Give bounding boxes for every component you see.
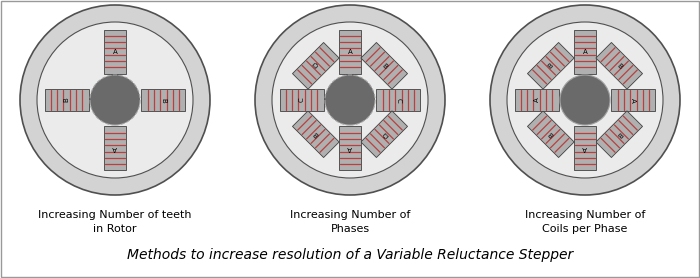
Text: A: A (113, 145, 118, 151)
Polygon shape (574, 126, 596, 170)
Text: Increasing Number of
Coils per Phase: Increasing Number of Coils per Phase (525, 210, 645, 234)
Circle shape (490, 5, 680, 195)
Circle shape (37, 22, 193, 178)
Text: A: A (348, 145, 352, 151)
Text: B: B (380, 62, 388, 70)
Text: B: B (547, 62, 554, 70)
Polygon shape (574, 30, 596, 74)
Polygon shape (339, 30, 361, 74)
Circle shape (325, 75, 375, 125)
Circle shape (90, 75, 140, 125)
Text: D: D (312, 62, 320, 70)
Text: Increasing Number of
Phases: Increasing Number of Phases (290, 210, 410, 234)
Text: B: B (312, 130, 320, 138)
Text: A: A (533, 98, 540, 102)
Polygon shape (293, 43, 339, 89)
Polygon shape (361, 43, 407, 89)
Polygon shape (45, 89, 89, 111)
Text: B: B (64, 98, 69, 102)
Circle shape (272, 22, 428, 178)
Text: Increasing Number of teeth
in Rotor: Increasing Number of teeth in Rotor (38, 210, 192, 234)
Text: B: B (615, 62, 623, 70)
Text: A: A (348, 49, 352, 55)
Polygon shape (293, 111, 339, 158)
Polygon shape (377, 89, 421, 111)
Circle shape (255, 5, 445, 195)
Text: A: A (582, 145, 587, 151)
Text: A: A (113, 49, 118, 55)
Circle shape (20, 5, 210, 195)
Polygon shape (339, 126, 361, 170)
Polygon shape (611, 89, 655, 111)
Text: Methods to increase resolution of a Variable Reluctance Stepper: Methods to increase resolution of a Vari… (127, 248, 573, 262)
Text: A: A (631, 98, 636, 102)
Text: B: B (160, 98, 167, 102)
Polygon shape (528, 111, 574, 158)
Polygon shape (528, 43, 574, 89)
Circle shape (507, 22, 663, 178)
Text: B: B (547, 130, 554, 138)
Text: D: D (380, 130, 389, 138)
Polygon shape (279, 89, 323, 111)
Polygon shape (514, 89, 559, 111)
Text: C: C (395, 98, 401, 102)
Text: C: C (299, 98, 304, 102)
Polygon shape (141, 89, 186, 111)
Polygon shape (104, 126, 126, 170)
Polygon shape (596, 43, 643, 89)
Circle shape (560, 75, 610, 125)
Polygon shape (596, 111, 643, 158)
Polygon shape (104, 30, 126, 74)
Text: A: A (582, 49, 587, 55)
Polygon shape (361, 111, 407, 158)
Text: B: B (615, 130, 623, 138)
